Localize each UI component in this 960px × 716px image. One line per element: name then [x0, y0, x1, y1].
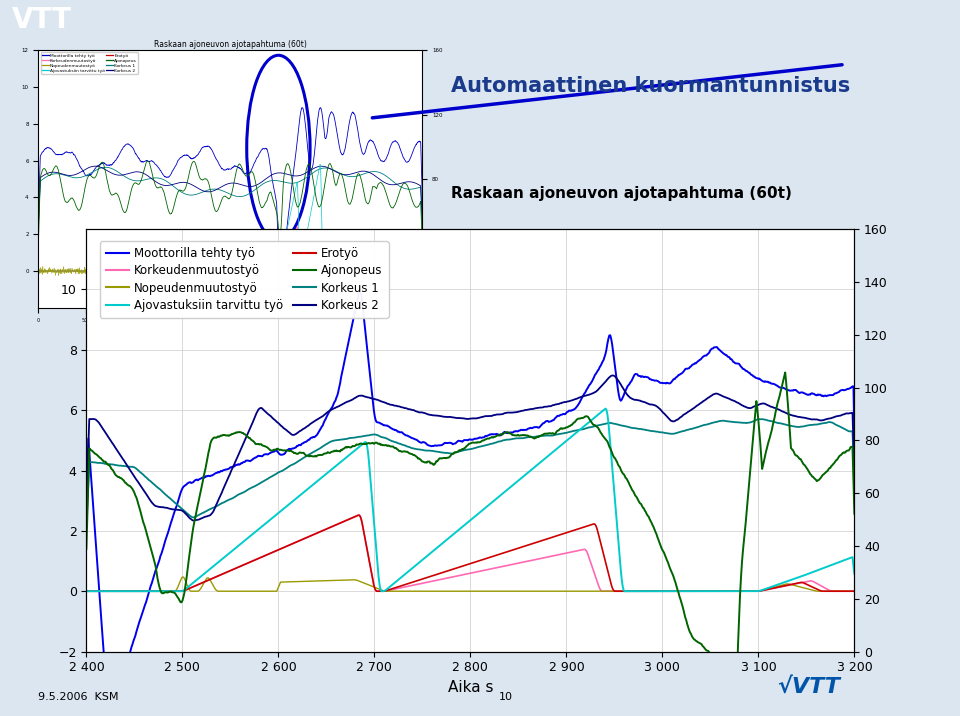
X-axis label: Aika s: Aika s [221, 324, 240, 329]
Text: Automaattinen kuormantunnistus: Automaattinen kuormantunnistus [451, 76, 851, 96]
Legend: Moottorilla tehty työ, Korkeudenmuutostyö, Nopeudenmuutostyö, Ajovastuksiin tarv: Moottorilla tehty työ, Korkeudenmuutosty… [100, 241, 389, 318]
Title: Raskaan ajoneuvon ajotapahtuma (60t): Raskaan ajoneuvon ajotapahtuma (60t) [154, 40, 307, 49]
Text: √VTT: √VTT [778, 677, 840, 697]
Text: 9.5.2006  KSM: 9.5.2006 KSM [38, 692, 119, 702]
Text: 10: 10 [499, 692, 514, 702]
Legend: Moottorilla tehty työ, Korkeudenmuutostyö, Nopeudenmuutostyö, Ajovastuksiin tarv: Moottorilla tehty työ, Korkeudenmuutosty… [40, 52, 138, 74]
Text: VTT: VTT [12, 6, 71, 34]
Text: Raskaan ajoneuvon ajotapahtuma (60t): Raskaan ajoneuvon ajotapahtuma (60t) [451, 186, 792, 200]
X-axis label: Aika s: Aika s [447, 679, 493, 695]
